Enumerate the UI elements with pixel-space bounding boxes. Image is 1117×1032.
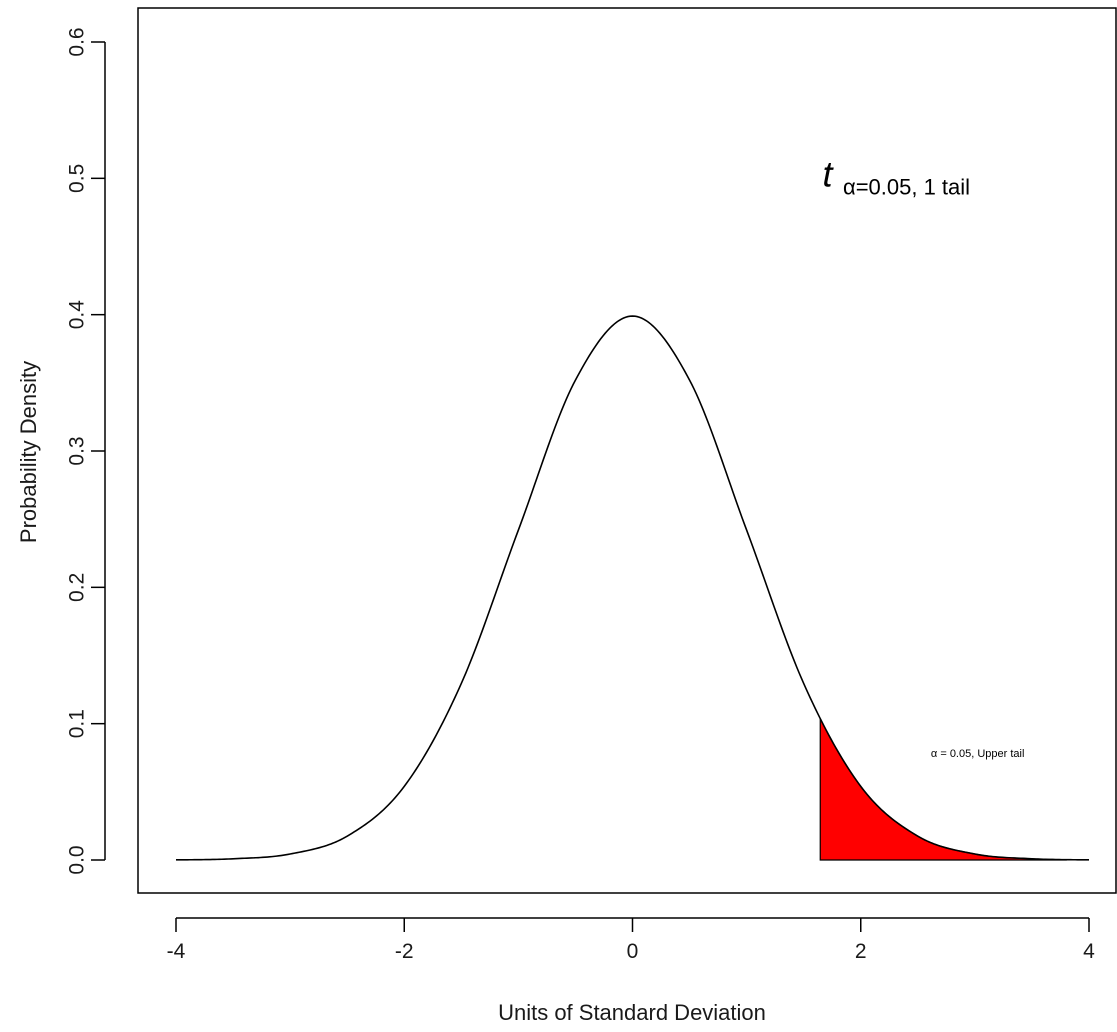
x-tick-label: -4 xyxy=(167,940,186,963)
critical-value-annotation: t α=0.05, 1 tail xyxy=(823,153,971,199)
curve-layer xyxy=(175,315,1090,861)
density-curve xyxy=(175,315,1090,861)
y-tick-label: 0.6 xyxy=(66,27,89,56)
x-tick-label: 4 xyxy=(1083,940,1095,963)
critical-value-subscript: α=0.05, 1 tail xyxy=(843,174,970,199)
x-tick-label: 2 xyxy=(855,940,867,963)
upper-tail-region xyxy=(819,718,1067,861)
y-tick-label: 0.2 xyxy=(66,573,89,602)
critical-value-base: t xyxy=(823,153,835,194)
x-tick-label: -2 xyxy=(395,940,414,963)
x-tick-label: 0 xyxy=(627,940,639,963)
tail-shade-layer xyxy=(819,718,1067,861)
x-axis: -4 -2 0 2 4 xyxy=(167,917,1095,963)
tail-note-annotation: α = 0.05, Upper tail xyxy=(931,748,1025,760)
y-tick-label: 0.0 xyxy=(66,845,89,874)
y-axis: 0.0 0.1 0.2 0.3 0.4 0.5 0.6 xyxy=(66,27,106,875)
y-tick-label: 0.5 xyxy=(66,164,89,193)
x-axis-title: Units of Standard Deviation xyxy=(498,1000,766,1025)
y-tick-label: 0.3 xyxy=(66,436,89,465)
y-tick-label: 0.1 xyxy=(66,709,89,738)
y-tick-label: 0.4 xyxy=(66,300,89,330)
y-axis-title: Probability Density xyxy=(16,361,41,543)
plot-frame xyxy=(137,7,1117,894)
